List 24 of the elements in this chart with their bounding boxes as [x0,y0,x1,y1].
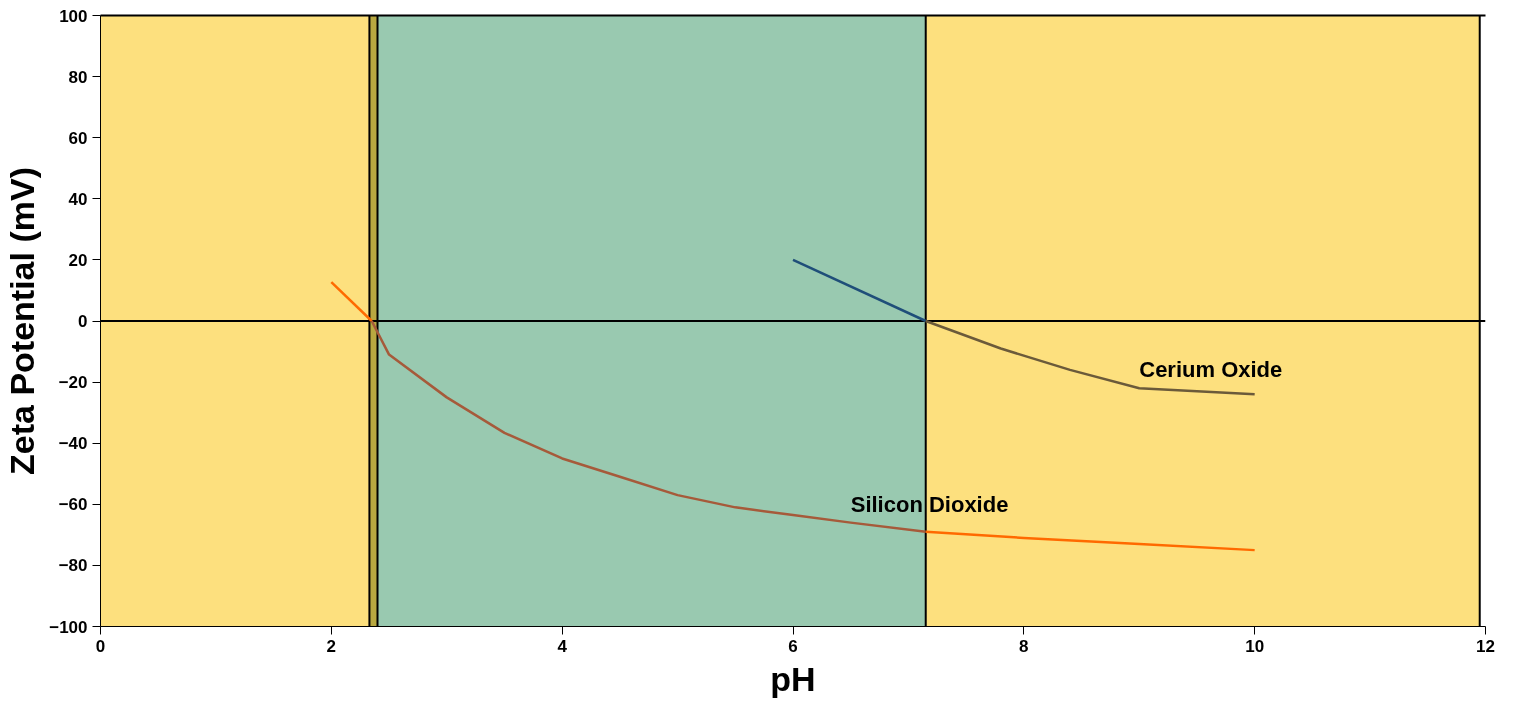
y-tick-label: −20 [58,373,88,393]
y-tick-label: 60 [68,128,88,148]
y-tick-label: 80 [68,67,88,87]
y-tick-label: −60 [58,495,88,515]
x-axis-title: pH [770,659,816,698]
x-tick-label: 6 [788,636,798,656]
x-tick-label: 2 [326,636,337,656]
x-tick-label: 0 [95,636,106,656]
x-tick-label: 10 [1245,636,1265,656]
y-tick-label: −40 [58,434,88,454]
y-tick-label: 40 [68,189,88,209]
y-axis-title: Zeta Potential (mV) [3,167,42,475]
x-tick-label: 12 [1476,636,1495,656]
x-tick-label: 8 [1019,636,1029,656]
annotation: Silicon Dioxide [850,491,1009,517]
y-tick-label: 20 [68,250,88,270]
y-tick-label: 0 [78,312,88,331]
line-series [924,530,1256,552]
annotation: Cerium Oxide [1139,357,1283,383]
x-tick-label: 4 [557,636,568,656]
y-tick-label: −80 [58,556,88,576]
line-series [370,319,927,534]
y-tick-label: 100 [59,6,88,26]
y-tick-label: −100 [49,617,88,637]
